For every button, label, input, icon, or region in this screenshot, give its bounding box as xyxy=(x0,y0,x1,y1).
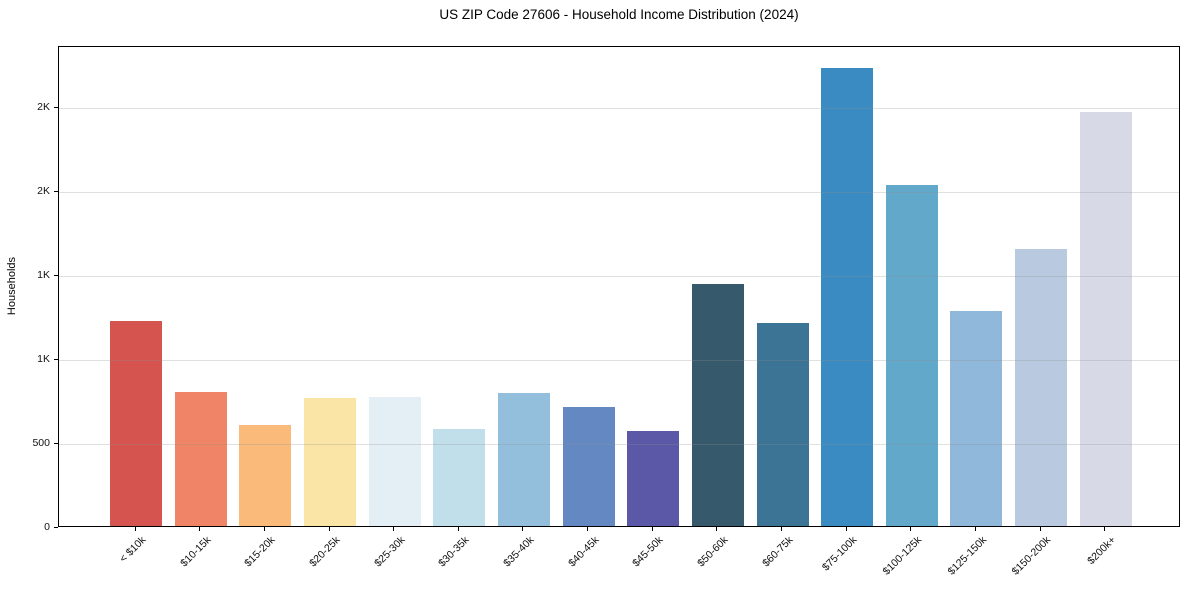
x-tick-label: $25-30k xyxy=(371,534,408,570)
gridline xyxy=(59,276,1179,278)
bar-4 xyxy=(303,398,356,526)
x-tick-label: $100-125k xyxy=(880,534,925,578)
y-tick-label: 2K xyxy=(37,185,50,198)
x-tick-mark xyxy=(587,527,589,531)
x-tick-label: < $10k xyxy=(117,534,149,565)
y-tick-mark xyxy=(54,442,58,444)
y-tick-mark xyxy=(54,190,58,192)
x-tick-label: $35-40k xyxy=(501,534,537,570)
y-tick-mark xyxy=(54,274,58,276)
gridline xyxy=(59,360,1179,362)
bar-1 xyxy=(110,321,162,526)
bar-10 xyxy=(691,284,744,526)
bar-9 xyxy=(627,431,680,526)
x-tick-mark xyxy=(457,527,459,531)
bar-5 xyxy=(368,396,421,526)
x-tick-mark xyxy=(522,527,524,531)
y-tick-mark xyxy=(54,358,58,360)
x-tick-mark xyxy=(845,527,847,531)
y-tick-label: 2K xyxy=(37,101,50,114)
chart-title: US ZIP Code 27606 - Household Income Dis… xyxy=(439,7,799,22)
bar-2 xyxy=(174,391,227,526)
x-tick-mark xyxy=(781,527,782,531)
x-tick-label: $50-60k xyxy=(695,534,731,570)
y-tick-mark xyxy=(54,526,58,528)
y-tick-label: 1K xyxy=(37,269,50,282)
gridline xyxy=(59,444,1179,446)
bar-6 xyxy=(433,428,486,526)
x-tick-mark xyxy=(975,527,976,531)
x-tick-label: $150-200k xyxy=(1010,534,1054,578)
y-axis-title-wrap: Households xyxy=(6,46,18,527)
x-tick-mark xyxy=(910,527,912,531)
x-tick-mark xyxy=(263,527,265,531)
x-tick-label: $15-20k xyxy=(242,534,278,570)
x-tick-mark xyxy=(199,527,201,531)
x-tick-label: $200k+ xyxy=(1085,534,1119,568)
bar-13 xyxy=(885,185,938,526)
bar-3 xyxy=(239,425,292,526)
x-tick-mark xyxy=(134,527,136,531)
gridline xyxy=(59,192,1179,194)
x-tick-label: $45-50k xyxy=(630,534,666,570)
x-tick-mark xyxy=(328,527,330,531)
x-tick-mark xyxy=(716,527,718,531)
x-tick-mark xyxy=(1039,527,1041,531)
bar-12 xyxy=(821,67,874,526)
x-tick-label: $60-75k xyxy=(759,534,795,570)
bar-15 xyxy=(1015,249,1068,526)
x-tick-label: $40-45k xyxy=(565,534,602,570)
x-tick-label: $20-25k xyxy=(307,534,343,570)
bar-11 xyxy=(756,322,809,526)
y-tick-label: 500 xyxy=(32,437,50,450)
y-tick-mark xyxy=(54,106,58,108)
bar-16 xyxy=(1079,112,1132,526)
x-tick-label: $30-35k xyxy=(436,534,472,570)
y-tick-label: 0 xyxy=(44,521,50,533)
plot-area xyxy=(58,46,1180,527)
gridline xyxy=(59,108,1179,110)
x-tick-mark xyxy=(651,527,653,531)
x-tick-mark xyxy=(1104,527,1106,531)
bar-7 xyxy=(497,392,550,526)
x-tick-label: $10-15k xyxy=(177,534,214,570)
y-tick-label: 1K xyxy=(37,353,50,366)
y-axis-title: Households xyxy=(6,257,18,316)
x-tick-mark xyxy=(393,527,395,531)
bar-14 xyxy=(950,311,1003,526)
x-tick-label: $125-150k xyxy=(945,534,989,578)
bar-8 xyxy=(562,406,615,526)
x-tick-label: $75-100k xyxy=(820,534,860,574)
